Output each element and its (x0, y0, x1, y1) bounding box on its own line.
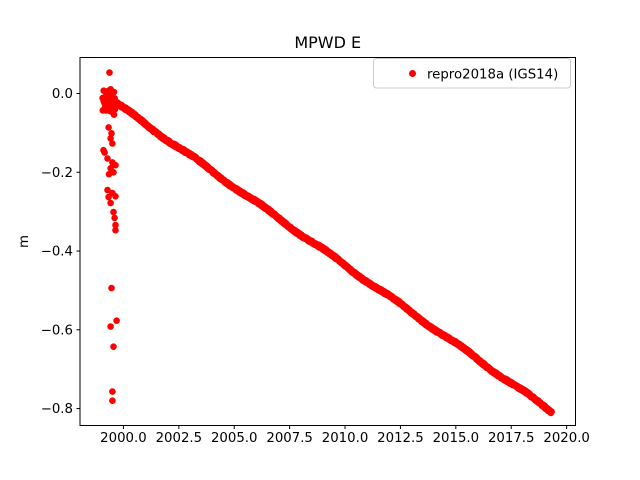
y-axis-ticks: 0.0 −0.2 −0.4 −0.6 −0.8 (41, 87, 80, 417)
x-tick-label: 2002.5 (156, 431, 203, 446)
x-tick-label: 2012.5 (377, 431, 424, 446)
x-axis-ticks: 2000.0 2002.5 2005.0 2007.5 2010.0 2012.5 2015… (100, 425, 590, 446)
y-tick-label: −0.8 (41, 402, 73, 417)
x-tick-label: 2007.5 (266, 431, 313, 446)
x-tick-label: 2005.0 (211, 431, 258, 446)
x-tick-label: 2015.0 (433, 431, 480, 446)
y-axis-label: m (17, 235, 32, 248)
legend-entry-label: repro2018a (IGS14) (427, 67, 558, 82)
y-tick-label: −0.2 (41, 166, 73, 181)
scatter-points (99, 69, 555, 417)
y-tick-label: −0.6 (41, 323, 73, 338)
y-tick-label: −0.4 (41, 245, 73, 260)
x-tick-label: 2017.5 (488, 431, 535, 446)
plot-title: MPWD E (294, 33, 361, 52)
legend-box (373, 58, 571, 89)
x-tick-label: 2010.0 (322, 431, 369, 446)
legend: repro2018a (IGS14) (373, 58, 571, 89)
x-tick-label: 2000.0 (100, 431, 147, 446)
axes-frame (79, 57, 576, 426)
y-tick-label: 0.0 (52, 87, 73, 102)
x-tick-label: 2020.0 (543, 431, 590, 446)
legend-marker-icon (409, 70, 416, 77)
